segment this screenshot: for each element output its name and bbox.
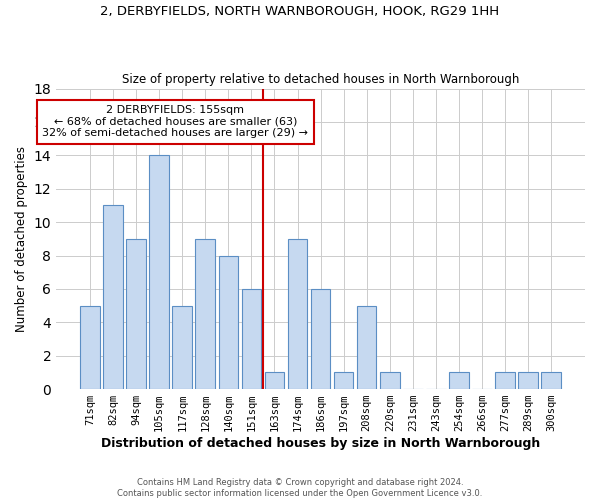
Bar: [172, 306, 192, 389]
Bar: [265, 372, 284, 389]
Bar: [127, 239, 146, 389]
Text: Contains HM Land Registry data © Crown copyright and database right 2024.
Contai: Contains HM Land Registry data © Crown c…: [118, 478, 482, 498]
Text: 2, DERBYFIELDS, NORTH WARNBOROUGH, HOOK, RG29 1HH: 2, DERBYFIELDS, NORTH WARNBOROUGH, HOOK,…: [100, 5, 500, 18]
Bar: [357, 306, 376, 389]
Bar: [196, 239, 215, 389]
Bar: [242, 289, 261, 389]
Title: Size of property relative to detached houses in North Warnborough: Size of property relative to detached ho…: [122, 73, 519, 86]
Bar: [288, 239, 307, 389]
Bar: [541, 372, 561, 389]
Bar: [334, 372, 353, 389]
Bar: [495, 372, 515, 389]
Bar: [311, 289, 331, 389]
Bar: [449, 372, 469, 389]
Bar: [218, 256, 238, 389]
Bar: [80, 306, 100, 389]
Text: 2 DERBYFIELDS: 155sqm
← 68% of detached houses are smaller (63)
32% of semi-deta: 2 DERBYFIELDS: 155sqm ← 68% of detached …: [43, 106, 308, 138]
X-axis label: Distribution of detached houses by size in North Warnborough: Distribution of detached houses by size …: [101, 437, 540, 450]
Bar: [380, 372, 400, 389]
Y-axis label: Number of detached properties: Number of detached properties: [15, 146, 28, 332]
Bar: [103, 206, 123, 389]
Bar: [149, 156, 169, 389]
Bar: [518, 372, 538, 389]
